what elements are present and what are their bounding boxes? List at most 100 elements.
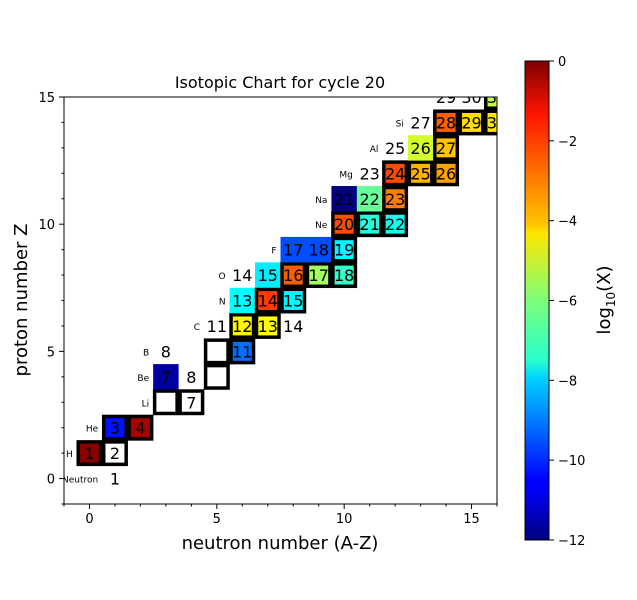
colorbar-tick-label: 0 (558, 55, 566, 70)
isotope-cell: 26 (407, 135, 434, 161)
stable-isotope-border (203, 338, 230, 365)
stable-isotope-border (127, 414, 154, 441)
mass-number-label: 21 (334, 190, 354, 209)
mass-number-label: 3 (110, 419, 120, 438)
isotope-cell: 17 (280, 236, 306, 263)
x-tick-label: 5 (213, 512, 221, 527)
isotope-cell (203, 363, 230, 390)
mass-number-label: 19 (334, 241, 354, 260)
mass-number-label: 14 (232, 266, 252, 285)
isotope-fill (433, 109, 459, 136)
colorbar-tick-label: −4 (558, 215, 577, 230)
element-label: C (194, 323, 200, 333)
isotope-cell: 7 (178, 389, 205, 416)
isotope-cell: 16 (280, 262, 307, 289)
isotope-cell (152, 389, 179, 416)
isotope-fill (407, 135, 434, 161)
isotope-fill (255, 287, 281, 314)
mass-number-label: 31 (487, 88, 507, 107)
isotope-cell: 20 (331, 211, 358, 238)
mass-number-label: 2 (110, 444, 120, 463)
isotope-cell: 31 (484, 88, 507, 110)
stable-isotope-border (76, 440, 103, 467)
mass-number-label: 14 (283, 317, 303, 336)
isotope-cell: 3 (101, 414, 128, 441)
mass-number-label: 29 (461, 113, 481, 132)
mass-number-label: 22 (385, 215, 405, 234)
isotope-fill (305, 236, 332, 263)
colorbar-label: log10(X) (594, 265, 618, 334)
stable-isotope-border (203, 363, 230, 390)
y-tick-label: 10 (38, 218, 55, 233)
isotope-cell: 13 (254, 312, 281, 339)
isotope-fill (433, 135, 459, 161)
isotope-cell: 4 (127, 414, 154, 441)
isotope-cell: 2 (101, 440, 128, 467)
isotope-fill (280, 262, 306, 288)
isotope-fill (331, 262, 357, 288)
isotope-cell: 21 (356, 211, 383, 238)
mass-number-label: 25 (385, 139, 405, 158)
element-label: Na (315, 196, 327, 206)
isotope-cell: 29 (436, 97, 456, 107)
stable-isotope-border (382, 211, 409, 238)
mass-number-label: 17 (283, 241, 303, 260)
isotope-fill (382, 186, 408, 212)
stable-isotope-border (407, 160, 434, 187)
stable-isotope-border (484, 109, 497, 136)
isotope-fill (229, 338, 256, 365)
mass-number-label: 20 (334, 215, 354, 234)
mass-number-label: 8 (161, 342, 171, 361)
element-label: Si (396, 119, 404, 129)
colorbar-tick-label: −2 (558, 135, 577, 150)
mass-number-label: 28 (436, 113, 456, 132)
mass-number-label: 4 (135, 419, 145, 438)
mass-number-label: 15 (258, 266, 278, 285)
element-label: F (271, 247, 276, 257)
isotope-fill (433, 160, 459, 187)
mass-number-label: 26 (436, 164, 456, 183)
colorbar-tick-label: −12 (558, 534, 585, 549)
mass-number-label: 12 (232, 317, 252, 336)
y-tick-label: 15 (38, 91, 55, 106)
isotope-cell: 8 (186, 368, 196, 387)
isotope-fill (255, 262, 281, 288)
isotope-cell: 30 (484, 109, 497, 136)
isotope-fill (331, 186, 357, 212)
stable-isotope-border (382, 185, 409, 212)
element-label: B (143, 348, 149, 358)
stable-isotope-border (229, 312, 256, 339)
element-label: Li (142, 399, 150, 409)
stable-isotope-border (101, 440, 128, 467)
isotope-cell: 25 (385, 139, 405, 158)
x-axis-ticks: 0 5 10 15 (63, 504, 498, 527)
element-label: O (218, 272, 225, 282)
y-axis-ticks: 0 5 10 15 (38, 91, 64, 505)
isotope-cell: 14 (283, 317, 303, 336)
element-label: Be (137, 374, 149, 384)
mass-number-label: 14 (258, 292, 278, 311)
mass-number-label: 16 (283, 266, 303, 285)
element-label: Al (370, 145, 379, 155)
isotope-fill (458, 109, 485, 136)
isotope-cell: 14 (254, 287, 281, 314)
x-tick-label: 15 (463, 512, 480, 527)
element-label: Mg (339, 170, 352, 180)
isotope-fill (356, 211, 383, 237)
mass-number-label: 21 (359, 215, 379, 234)
isotope-cell: 21 (331, 186, 357, 212)
stable-isotope-border (356, 211, 383, 238)
isotope-cell: 14 (232, 266, 252, 285)
mass-number-label: 11 (207, 317, 227, 336)
isotope-cell (203, 338, 230, 365)
element-labels: Neutron H He Li Be B C N O F Ne Na Mg Al Si (64, 119, 404, 485)
mass-number-label: 24 (385, 164, 405, 183)
isotope-cell: 12 (229, 312, 256, 339)
isotope-cell: 11 (207, 317, 227, 336)
mass-number-label: 22 (359, 190, 379, 209)
stable-isotope-border (331, 262, 358, 289)
mass-number-label: 8 (186, 368, 196, 387)
isotope-cell: 18 (305, 236, 332, 263)
